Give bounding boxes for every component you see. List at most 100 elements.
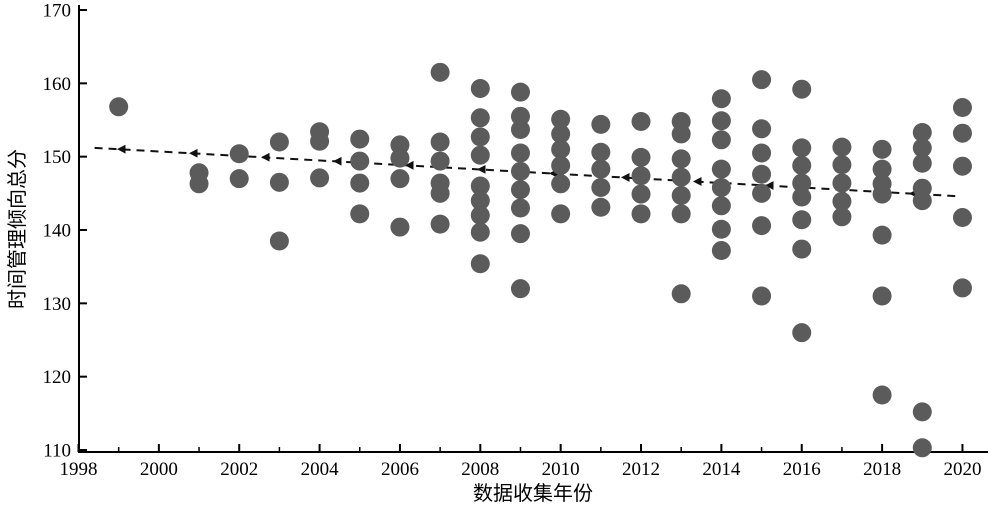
data-point — [390, 169, 410, 189]
data-point — [872, 159, 892, 179]
data-point — [912, 191, 932, 211]
data-point — [430, 214, 450, 234]
y-tick-label: 160 — [43, 74, 72, 95]
x-tick-label: 2000 — [140, 459, 178, 480]
data-point — [430, 151, 450, 171]
data-point — [631, 147, 651, 167]
data-point — [350, 151, 370, 171]
x-tick-label: 2014 — [702, 459, 741, 480]
data-point — [350, 173, 370, 193]
data-point — [510, 161, 530, 181]
data-point — [470, 78, 490, 98]
data-point — [470, 205, 490, 225]
data-point — [711, 89, 731, 109]
data-point — [671, 124, 691, 144]
data-point — [792, 79, 812, 99]
data-point — [551, 139, 571, 159]
data-point — [671, 149, 691, 169]
data-point — [631, 204, 651, 224]
data-point — [551, 109, 571, 129]
data-point — [470, 254, 490, 274]
data-point — [832, 137, 852, 157]
x-tick-label: 2004 — [301, 459, 340, 480]
y-tick-label: 170 — [43, 1, 72, 22]
data-point — [631, 184, 651, 204]
data-point — [711, 219, 731, 239]
data-point — [912, 138, 932, 158]
x-tick-label: 2016 — [783, 459, 821, 480]
y-tick-label: 110 — [43, 441, 71, 462]
data-point — [551, 174, 571, 194]
data-point — [430, 132, 450, 152]
data-point — [952, 278, 972, 298]
data-point — [711, 241, 731, 261]
data-point — [711, 130, 731, 150]
data-point — [952, 98, 972, 118]
data-point — [832, 155, 852, 175]
data-point — [591, 159, 611, 179]
x-tick-label: 2008 — [461, 459, 499, 480]
x-tick-label: 1998 — [60, 459, 98, 480]
x-tick-label: 2010 — [542, 459, 580, 480]
data-point — [872, 184, 892, 204]
data-point — [430, 62, 450, 82]
y-tick-label: 130 — [43, 294, 72, 315]
data-point — [269, 172, 289, 192]
data-point — [671, 204, 691, 224]
data-point — [792, 239, 812, 259]
data-point — [912, 153, 932, 173]
data-point — [792, 155, 812, 175]
data-point — [510, 106, 530, 126]
data-point — [912, 438, 932, 458]
data-point — [792, 173, 812, 193]
trend-arrowhead — [261, 152, 270, 162]
x-tick-label: 2018 — [863, 459, 901, 480]
data-point — [269, 132, 289, 152]
data-point — [390, 217, 410, 237]
data-point — [752, 286, 772, 306]
data-point — [470, 176, 490, 196]
data-point — [510, 180, 530, 200]
data-point — [269, 231, 289, 251]
x-tick-label: 2020 — [943, 459, 981, 480]
data-point — [591, 114, 611, 134]
x-tick-label: 2002 — [220, 459, 258, 480]
data-point — [872, 139, 892, 159]
y-tick-label: 140 — [43, 221, 72, 242]
data-point — [912, 122, 932, 142]
axes-layer: 110 120 130 140 150 160 170 1998 2000 2002 2004 200… — [43, 1, 988, 480]
data-point — [430, 183, 450, 203]
data-point — [832, 207, 852, 227]
trend-arrowhead — [765, 181, 774, 190]
data-point — [310, 131, 330, 151]
y-axis-title: 时间管理倾向总分 — [6, 149, 29, 309]
data-point — [470, 222, 490, 242]
data-point — [350, 129, 370, 149]
data-point — [310, 168, 330, 188]
data-point — [229, 169, 249, 189]
trend-arrowhead — [333, 156, 342, 166]
trend-arrowhead — [477, 164, 486, 174]
data-point — [912, 402, 932, 422]
data-point — [752, 216, 772, 236]
data-point — [470, 145, 490, 165]
data-point — [792, 210, 812, 230]
data-point — [350, 204, 370, 224]
data-point — [390, 135, 410, 155]
data-point — [470, 191, 490, 211]
data-point — [510, 279, 530, 299]
data-point — [510, 224, 530, 244]
data-point — [390, 148, 410, 168]
y-tick-label: 150 — [43, 147, 72, 168]
data-point — [510, 143, 530, 163]
data-point — [671, 186, 691, 206]
data-point — [189, 174, 209, 194]
data-point — [872, 286, 892, 306]
data-point — [631, 111, 651, 131]
data-point — [832, 191, 852, 211]
x-axis-title: 数据收集年份 — [473, 482, 593, 505]
trend-arrowhead — [621, 173, 630, 182]
y-tick-label: 120 — [43, 367, 72, 388]
